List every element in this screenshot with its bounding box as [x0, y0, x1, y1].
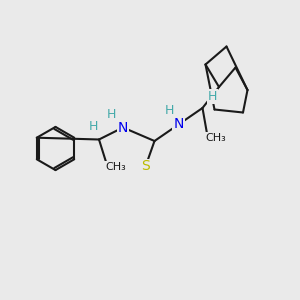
Text: N: N [118, 121, 128, 134]
Text: N: N [173, 118, 184, 131]
Text: H: H [207, 90, 217, 103]
Text: H: H [165, 103, 174, 117]
Text: H: H [106, 108, 116, 122]
Text: CH₃: CH₃ [205, 133, 226, 143]
Text: H: H [89, 120, 98, 134]
Text: S: S [141, 160, 150, 173]
Text: CH₃: CH₃ [105, 162, 126, 172]
